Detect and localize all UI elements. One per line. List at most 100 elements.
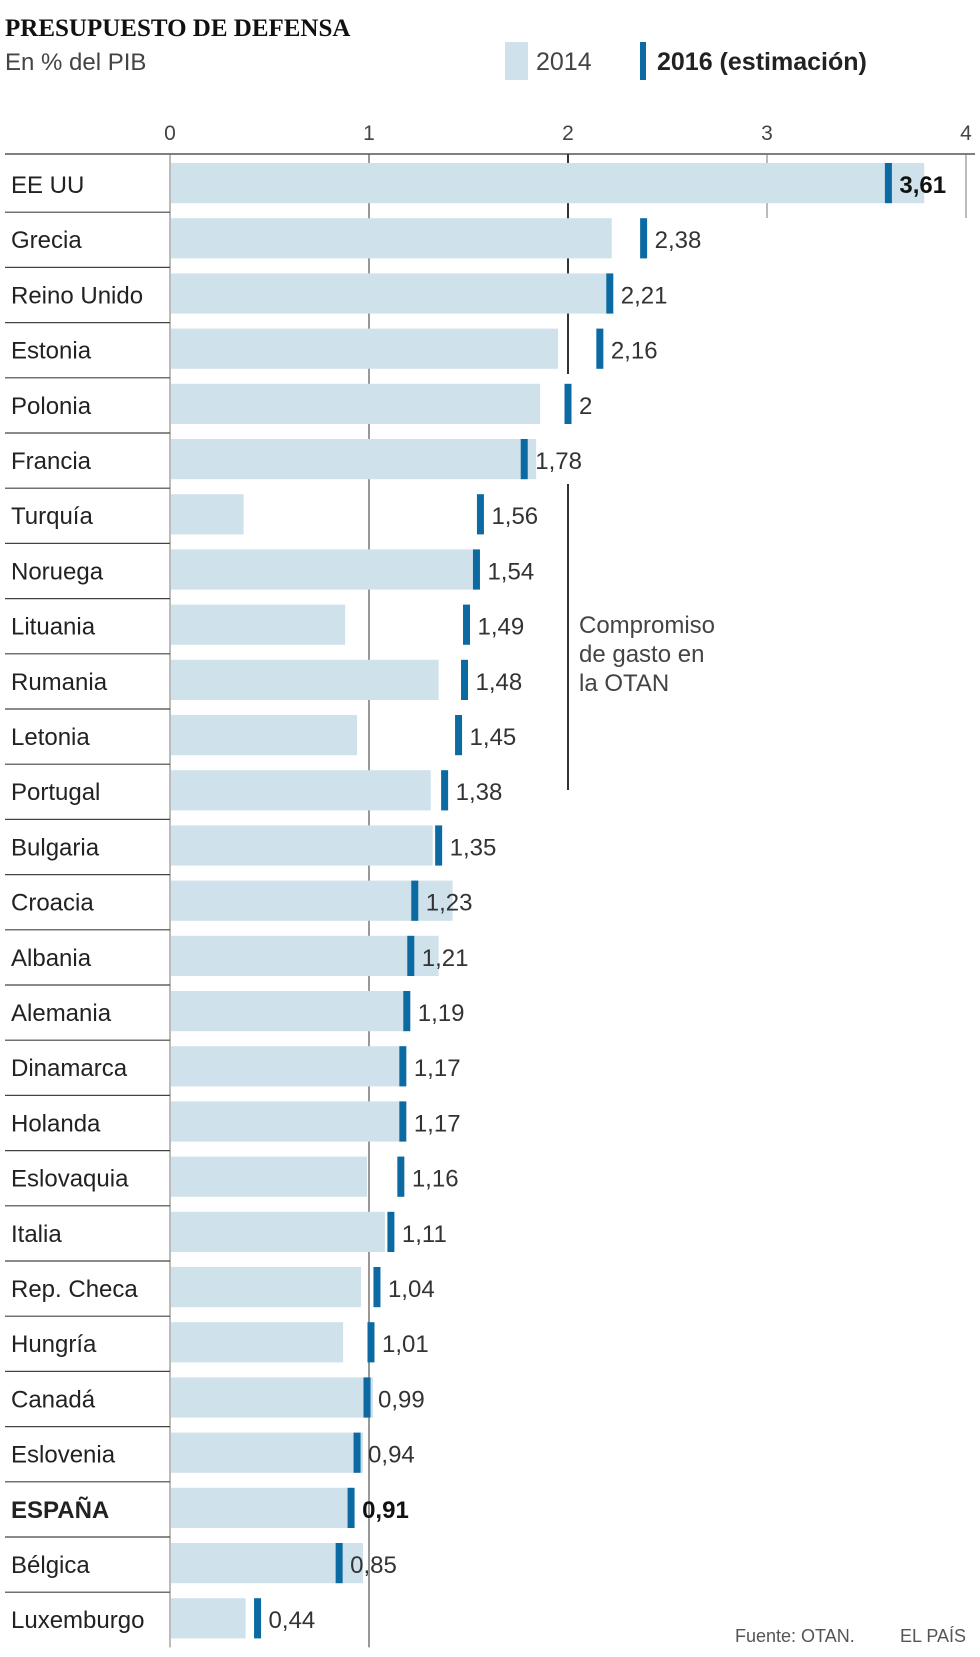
x-axis-ticks: 0 1 2 3 4	[5, 122, 975, 155]
country-label: Turquía	[11, 503, 93, 530]
country-row: Letonia 1,45	[5, 708, 516, 756]
value-label: 1,01	[382, 1331, 429, 1358]
bar-2014	[171, 825, 433, 866]
country-label: Bélgica	[11, 1552, 90, 1579]
value-label: 1,54	[487, 558, 534, 585]
value-label: 0,99	[378, 1386, 425, 1413]
marker-2016	[407, 935, 415, 976]
country-label: Lituania	[11, 614, 96, 641]
bar-2014	[171, 494, 244, 535]
marker-2016	[461, 659, 469, 700]
marker-2016	[472, 549, 480, 590]
country-label: Letonia	[11, 724, 90, 751]
country-label: EE UU	[11, 172, 84, 199]
country-row: Dinamarca 1,17	[5, 1039, 461, 1087]
country-label: Hungría	[11, 1331, 97, 1358]
marker-2016	[435, 825, 443, 866]
value-label: 0,85	[350, 1552, 397, 1579]
marker-2016	[373, 1267, 381, 1308]
value-label: 0,44	[269, 1607, 316, 1634]
value-label: 2,21	[621, 282, 668, 309]
legend-label-2014: 2014	[536, 48, 592, 76]
value-label: 1,56	[491, 503, 538, 530]
country-row: Hungría 1,01	[5, 1315, 429, 1363]
country-label: Reino Unido	[11, 282, 143, 309]
country-row: Croacia 1,23	[5, 873, 473, 921]
bar-2014	[171, 163, 925, 204]
tick-label-4: 4	[960, 122, 972, 145]
country-label: Holanda	[11, 1110, 101, 1137]
marker-2016	[353, 1432, 361, 1473]
marker-2016	[347, 1487, 355, 1528]
country-row: Lituania 1,49	[5, 597, 525, 645]
bar-2014	[171, 1101, 403, 1142]
bar-2014	[171, 659, 439, 700]
country-row: Rumania 1,48	[5, 653, 523, 700]
bar-2014	[171, 328, 559, 369]
value-label: 0,91	[362, 1497, 409, 1524]
bar-2014	[171, 383, 541, 424]
bar-2014	[171, 1267, 362, 1308]
publisher-credit: EL PAÍS	[900, 1626, 966, 1646]
country-row: Bulgaria 1,35	[5, 818, 497, 866]
country-row: Reino Unido 2,21	[5, 266, 668, 314]
marker-2016	[476, 494, 484, 535]
country-row: Italia 1,11	[5, 1205, 447, 1252]
country-label: Alemania	[11, 1000, 112, 1027]
bar-2014	[171, 1322, 344, 1363]
marker-2016	[399, 1046, 407, 1087]
country-row: Albania 1,21	[5, 929, 469, 976]
bar-2014	[171, 1156, 368, 1197]
country-label: Portugal	[11, 779, 100, 806]
country-row: Francia 1,78	[5, 432, 582, 480]
value-label: 1,17	[414, 1055, 461, 1082]
marker-2016	[640, 218, 648, 259]
marker-2016	[884, 163, 892, 204]
value-label: 1,17	[414, 1110, 461, 1137]
legend-label-2016: 2016 (estimación)	[657, 48, 867, 76]
country-row: Eslovaquia 1,16	[5, 1149, 459, 1197]
legend-marker-2016	[640, 42, 646, 80]
country-label: Dinamarca	[11, 1055, 128, 1082]
value-label: 1,35	[450, 834, 497, 861]
tick-label-3: 3	[761, 122, 773, 145]
annotation-line-2: de gasto en	[579, 641, 704, 668]
marker-2016	[455, 715, 463, 756]
chart-subtitle: En % del PIB	[5, 49, 146, 76]
marker-2016	[411, 880, 419, 921]
country-row: Polonia 2	[5, 377, 592, 424]
source-note: Fuente: OTAN.	[735, 1626, 855, 1646]
bar-2014	[171, 1377, 373, 1418]
country-label: Luxemburgo	[11, 1607, 144, 1634]
bar-2014	[171, 549, 477, 590]
value-label: 0,94	[368, 1442, 415, 1469]
country-label: Rep. Checa	[11, 1276, 138, 1303]
country-label: Eslovenia	[11, 1442, 116, 1469]
country-row: Grecia 2,38	[5, 211, 701, 259]
bar-2014	[171, 1046, 403, 1087]
country-label: Albania	[11, 945, 92, 972]
marker-2016	[363, 1377, 371, 1418]
country-label: Grecia	[11, 227, 82, 254]
marker-2016	[399, 1101, 407, 1142]
country-row: Bélgica 0,85	[5, 1536, 397, 1584]
country-label: Croacia	[11, 890, 94, 917]
value-label: 1,23	[426, 890, 473, 917]
annotation-line-1: Compromiso	[579, 612, 715, 639]
country-label: Italia	[11, 1221, 62, 1248]
value-label: 1,78	[535, 448, 582, 475]
bar-2014	[171, 218, 612, 259]
value-label: 1,11	[402, 1221, 447, 1248]
country-row: ESPAÑA 0,91	[5, 1481, 409, 1528]
country-row: Alemania 1,19	[5, 984, 465, 1032]
marker-2016	[367, 1322, 375, 1363]
marker-2016	[403, 991, 411, 1032]
bar-2014	[171, 1598, 246, 1639]
tick-label-1: 1	[363, 122, 375, 145]
bar-2014	[171, 439, 537, 480]
value-label: 1,48	[476, 669, 523, 696]
legend: 2014 2016 (estimación)	[505, 42, 867, 80]
tick-label-0: 0	[164, 122, 176, 145]
legend-swatch-2014	[505, 42, 528, 80]
value-label: 1,49	[478, 614, 525, 641]
